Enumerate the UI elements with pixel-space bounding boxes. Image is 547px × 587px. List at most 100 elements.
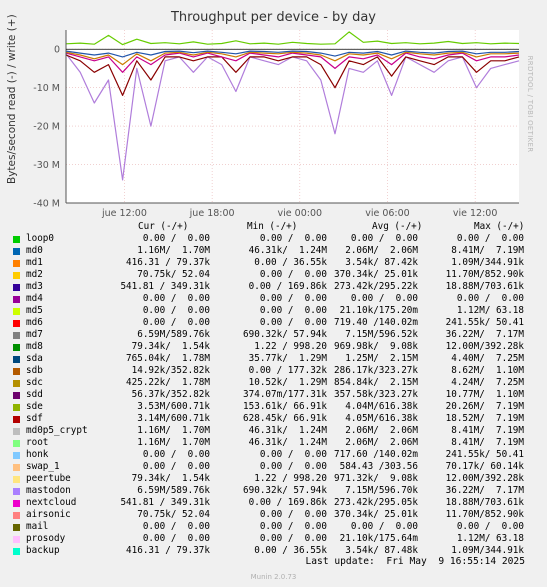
legend-row-root: root 1.16M/ 1.70M 46.31k/ 1.24M 2.06M/ 2.06… <box>12 437 542 449</box>
series-line <box>65 31 520 46</box>
legend-name: sdd <box>26 389 43 400</box>
legend-row-nextcloud: nextcloud 541.81 / 349.31k 0.00 / 169.86k 2… <box>12 497 542 509</box>
legend-row-loop0: loop0 0.00 / 0.00 0.00 / 0.00 0.00 / 0.00 0.… <box>12 233 542 245</box>
legend-avg: 273.42k/295.22k <box>334 281 418 292</box>
legend-max: 18.52M/ 7.19M <box>445 413 524 424</box>
legend-avg: 854.84k/ 2.15M <box>334 377 418 388</box>
legend-row-md0p5_crypt: md0p5_crypt 1.16M/ 1.70M 46.31k/ 1.24M 2.06… <box>12 425 542 437</box>
legend-name: sde <box>26 401 43 412</box>
legend-cur: 56.37k/352.82k <box>131 389 210 400</box>
legend-cur: 1.16M/ 1.70M <box>137 245 210 256</box>
legend-row-sdf: sdf 3.14M/600.71k 628.45k/ 66.91k 4.05M/616… <box>12 413 542 425</box>
legend-row-md3: md3 541.81 / 349.31k 0.00 / 169.86k 273.42k… <box>12 281 542 293</box>
legend-name: mail <box>26 521 49 532</box>
legend-name: md2 <box>26 269 43 280</box>
legend-name: md6 <box>26 317 43 328</box>
legend-name: md5 <box>26 305 43 316</box>
legend-cur: 70.75k/ 52.04 <box>137 269 210 280</box>
y-tick-label: -10 M <box>33 83 60 94</box>
legend-name: swap_1 <box>26 461 60 472</box>
legend-max: 0.00 / 0.00 <box>456 521 524 532</box>
legend-min: 0.00 / 0.00 <box>259 305 327 316</box>
legend-cur: 3.14M/600.71k <box>137 413 210 424</box>
legend-avg: 717.60 /140.02m <box>334 449 418 460</box>
legend-cur: 541.81 / 349.31k <box>120 281 210 292</box>
legend-rows: loop0 0.00 / 0.00 0.00 / 0.00 0.00 / 0.00 0.… <box>12 233 542 557</box>
legend-min: 0.00 / 177.32k <box>248 365 327 376</box>
legend-avg: 4.04M/616.38k <box>345 401 418 412</box>
legend-name: sdf <box>26 413 43 424</box>
legend-min: 35.77k/ 1.29M <box>248 353 327 364</box>
legend-swatch <box>13 248 20 255</box>
series-line <box>65 52 520 73</box>
legend-min: 0.00 / 0.00 <box>259 533 327 544</box>
legend-header: Cur (-/+) Min (-/+) Avg (-/+) Max (-/+) <box>12 221 542 233</box>
legend-swatch <box>13 428 20 435</box>
legend-avg: 2.06M/ 2.06M <box>345 245 418 256</box>
legend-avg: 3.54k/ 87.42k <box>345 257 418 268</box>
legend-min: 46.31k/ 1.24M <box>248 425 327 436</box>
legend-swatch <box>13 272 20 279</box>
legend-row-md0: md0 1.16M/ 1.70M 46.31k/ 1.24M 2.06M/ 2.06M… <box>12 245 542 257</box>
x-tick-label: jue 18:00 <box>189 208 235 219</box>
legend-swatch <box>13 488 20 495</box>
legend-swatch <box>13 284 20 291</box>
legend-max: 11.70M/852.90k <box>445 509 524 520</box>
legend-avg: 21.10k/175.20m <box>339 305 418 316</box>
legend-row-md4: md4 0.00 / 0.00 0.00 / 0.00 0.00 / 0.00 0.00… <box>12 293 542 305</box>
legend-swatch <box>13 320 20 327</box>
x-tick-label: vie 00:00 <box>278 208 323 219</box>
legend-cur: 1.16M/ 1.70M <box>137 437 210 448</box>
legend-avg: 286.17k/323.27k <box>334 365 418 376</box>
legend-min: 46.31k/ 1.24M <box>248 245 327 256</box>
legend-avg: 4.05M/616.38k <box>345 413 418 424</box>
legend-row-md8: md8 79.34k/ 1.54k 1.22 / 998.20 969.98k/ 9.… <box>12 341 542 353</box>
legend-row-mail: mail 0.00 / 0.00 0.00 / 0.00 0.00 / 0.00 0.0… <box>12 521 542 533</box>
legend-max: 241.55k/ 50.41 <box>445 317 524 328</box>
legend-max: 1.12M/ 63.18 <box>456 533 524 544</box>
legend-max: 12.00M/392.28k <box>445 341 524 352</box>
legend-avg: 2.06M/ 2.06M <box>345 437 418 448</box>
legend-min: 0.00 / 0.00 <box>259 317 327 328</box>
header-max: Max (-/+) <box>474 221 525 232</box>
legend-swatch <box>13 500 20 507</box>
legend-swatch <box>13 404 20 411</box>
legend-cur: 425.22k/ 1.78M <box>126 377 210 388</box>
legend-max: 18.88M/703.61k <box>445 281 524 292</box>
legend-cur: 0.00 / 0.00 <box>142 461 210 472</box>
legend-cur: 6.59M/589.76k <box>137 329 210 340</box>
series-line <box>65 54 520 97</box>
last-update: Last update: Fri May 9 16:55:14 2025 <box>305 556 526 567</box>
legend-name: sda <box>26 353 43 364</box>
x-tick-label: jue 12:00 <box>101 208 147 219</box>
legend-swatch <box>13 380 20 387</box>
legend-cur: 416.31 / 79.37k <box>126 545 210 556</box>
legend-cur: 0.00 / 0.00 <box>142 293 210 304</box>
legend-avg: 584.43 /303.56 <box>339 461 418 472</box>
legend-avg: 370.34k/ 25.01k <box>334 269 418 280</box>
munin-version: Munin 2.0.73 <box>250 573 297 581</box>
legend-max: 11.70M/852.90k <box>445 269 524 280</box>
legend-row-sde: sde 3.53M/600.71k 153.61k/ 66.91k 4.04M/616… <box>12 401 542 413</box>
legend-min: 0.00 / 0.00 <box>259 293 327 304</box>
legend-row-swap_1: swap_1 0.00 / 0.00 0.00 / 0.00 584.43 /303.… <box>12 461 542 473</box>
legend-avg: 971.32k/ 9.08k <box>334 473 418 484</box>
legend-avg: 3.54k/ 87.48k <box>345 545 418 556</box>
y-tick-label: -40 M <box>33 199 60 210</box>
legend-swatch <box>13 236 20 243</box>
legend-min: 374.07m/177.31k <box>243 389 327 400</box>
legend-swatch <box>13 344 20 351</box>
legend-min: 690.32k/ 57.94k <box>243 329 327 340</box>
legend-min: 628.45k/ 66.91k <box>243 413 327 424</box>
header-avg: Avg (-/+) <box>372 221 423 232</box>
legend-max: 36.22M/ 7.17M <box>445 485 524 496</box>
legend-max: 70.17k/ 60.14k <box>445 461 524 472</box>
legend-row-backup: backup 416.31 / 79.37k 0.00 / 36.55k 3.54k/… <box>12 545 542 557</box>
legend-cur: 0.00 / 0.00 <box>142 449 210 460</box>
legend-min: 1.22 / 998.20 <box>254 341 327 352</box>
legend-min: 0.00 / 0.00 <box>259 461 327 472</box>
legend-name: prosody <box>26 533 66 544</box>
legend-max: 0.00 / 0.00 <box>456 233 524 244</box>
legend-max: 4.24M/ 7.25M <box>451 377 524 388</box>
